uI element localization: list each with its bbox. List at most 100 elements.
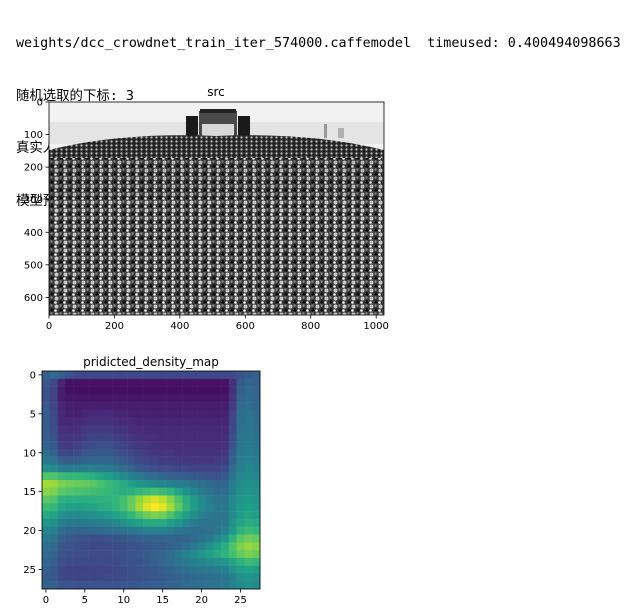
heatmap-cell (213, 487, 222, 496)
heatmap-cell (119, 565, 128, 574)
heatmap-cell (228, 433, 237, 442)
heatmap-cell (65, 518, 74, 527)
heatmap-cell (73, 511, 82, 520)
heatmap-cell (119, 534, 128, 543)
heatmap-cell (88, 441, 97, 450)
heatmap-cell (151, 511, 160, 520)
heatmap-cell (205, 409, 214, 418)
heatmap-cell (104, 472, 113, 481)
heatmap-cell (119, 480, 128, 489)
heatmap-cell (252, 433, 261, 442)
heatmap-cell (42, 371, 51, 380)
heatmap-cell (80, 386, 89, 395)
heatmap-cell (42, 409, 51, 418)
heatmap-cell (112, 456, 121, 465)
heatmap-cell (73, 542, 82, 551)
heatmap-cell (88, 526, 97, 535)
heatmap-cell (88, 402, 97, 411)
heatmap-cell (65, 557, 74, 566)
heatmap-cell (166, 448, 175, 457)
heatmap-cell (135, 581, 144, 590)
heatmap-cell (42, 402, 51, 411)
heatmap-cell (252, 557, 261, 566)
heatmap-cell (119, 542, 128, 551)
heatmap-cell (42, 456, 51, 465)
heatmap-cell (49, 573, 58, 582)
heatmap-cell (96, 511, 105, 520)
heatmap-cell (221, 542, 230, 551)
heatmap-cell (88, 480, 97, 489)
heatmap-cell (112, 526, 121, 535)
heatmap-cell (127, 581, 136, 590)
heatmap-cell (221, 433, 230, 442)
heatmap-cell (143, 534, 152, 543)
heatmap-cell (174, 511, 183, 520)
heatmap-cell (88, 464, 97, 473)
heatmap-cell (228, 417, 237, 426)
heatmap-cell (166, 480, 175, 489)
heatmap-cell (57, 386, 66, 395)
heatmap-cell (135, 394, 144, 403)
heatmap-cell (244, 417, 253, 426)
heatmap-cell (73, 409, 82, 418)
heatmap-cell (57, 495, 66, 504)
heatmap-cell (65, 573, 74, 582)
heatmap-cell (112, 487, 121, 496)
heatmap-cell (42, 573, 51, 582)
heatmap-cell (151, 378, 160, 387)
heatmap-cell (135, 542, 144, 551)
density-x-tick-label: 15 (156, 595, 169, 606)
heatmap-cell (73, 448, 82, 457)
heatmap-cell (197, 518, 206, 527)
heatmap-cell (143, 425, 152, 434)
heatmap-cell (197, 441, 206, 450)
heatmap-cell (244, 464, 253, 473)
heatmap-cell (174, 425, 183, 434)
heatmap-cell (127, 542, 136, 551)
density-y-tick-label: 10 (23, 448, 36, 459)
heatmap-cell (88, 386, 97, 395)
src-x-tick-label: 600 (236, 321, 255, 332)
heatmap-cell (143, 511, 152, 520)
heatmap-cell (213, 480, 222, 489)
heatmap-cell (197, 573, 206, 582)
heatmap-cell (252, 472, 261, 481)
heatmap-cell (174, 557, 183, 566)
heatmap-cell (127, 550, 136, 559)
heatmap-cell (104, 417, 113, 426)
heatmap-cell (197, 480, 206, 489)
heatmap-cell (119, 448, 128, 457)
heatmap-cell (42, 394, 51, 403)
heatmap-cell (244, 573, 253, 582)
heatmap-cell (166, 441, 175, 450)
heatmap-cell (96, 542, 105, 551)
heatmap-cell (228, 573, 237, 582)
heatmap-cell (158, 581, 167, 590)
heatmap-cell (143, 550, 152, 559)
heatmap-cell (127, 511, 136, 520)
heatmap-cell (166, 456, 175, 465)
heatmap-cell (96, 456, 105, 465)
heatmap-cell (252, 409, 261, 418)
heatmap-cell (182, 378, 191, 387)
heatmap-cell (236, 495, 245, 504)
heatmap-cell (213, 402, 222, 411)
heatmap-cell (228, 565, 237, 574)
heatmap-cell (151, 472, 160, 481)
heatmap-cell (42, 526, 51, 535)
heatmap-cell (112, 503, 121, 512)
heatmap-cell (119, 526, 128, 535)
heatmap-cell (104, 557, 113, 566)
heatmap-cell (57, 480, 66, 489)
heatmap-cell (42, 480, 51, 489)
heatmap-cell (96, 472, 105, 481)
heatmap-cell (228, 425, 237, 434)
heatmap-cell (88, 565, 97, 574)
heatmap-cell (166, 433, 175, 442)
heatmap-cell (96, 487, 105, 496)
heatmap-cell (112, 518, 121, 527)
heatmap-cell (104, 565, 113, 574)
heatmap-cell (221, 581, 230, 590)
heatmap-cell (166, 534, 175, 543)
